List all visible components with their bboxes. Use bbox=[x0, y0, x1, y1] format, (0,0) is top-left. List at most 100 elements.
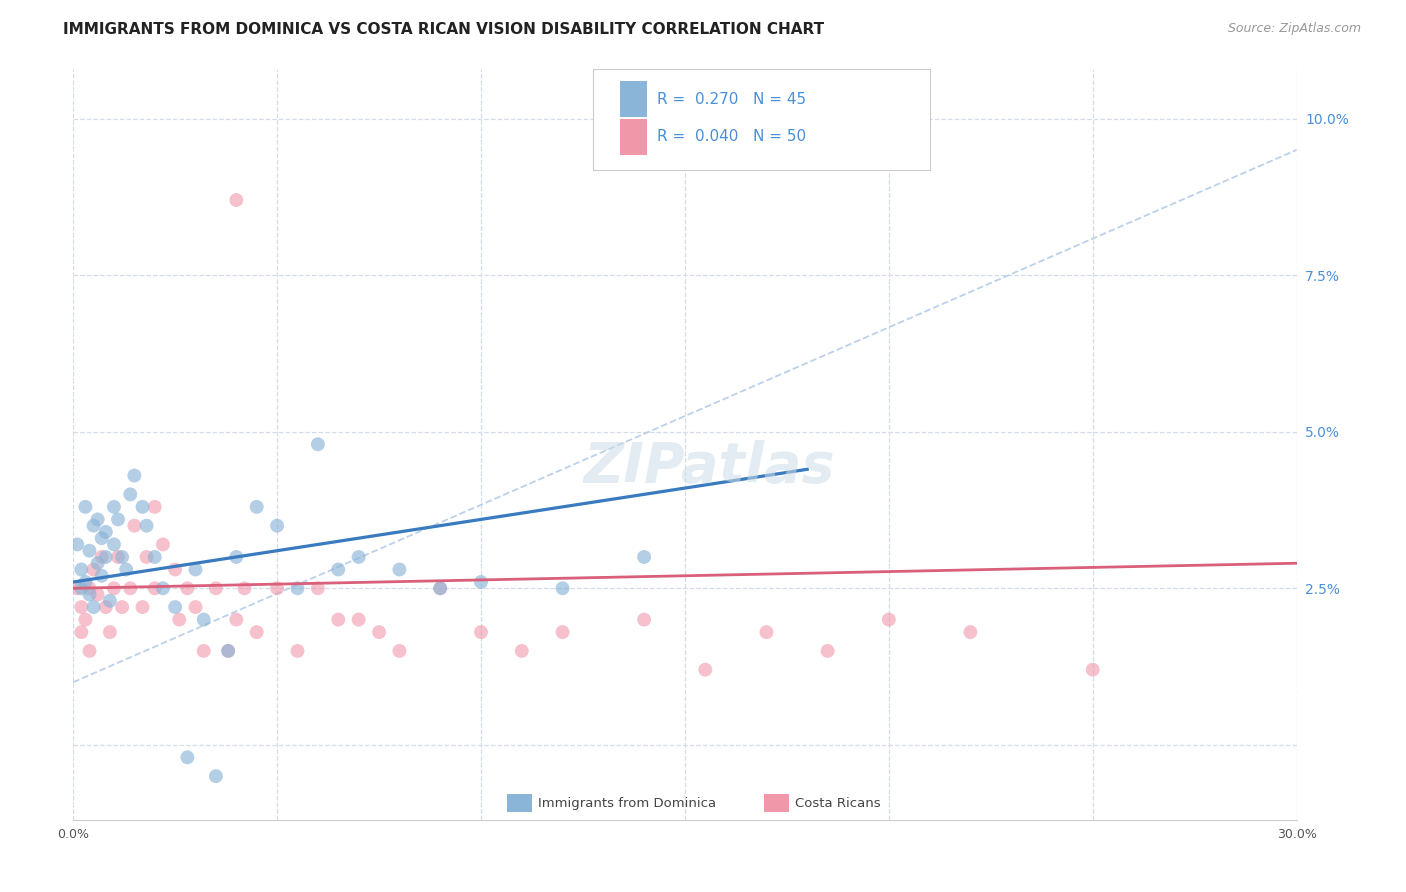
Text: Costa Ricans: Costa Ricans bbox=[794, 797, 880, 810]
Point bbox=[70, 562, 93, 576]
FancyBboxPatch shape bbox=[508, 794, 531, 813]
Point bbox=[135, 549, 157, 564]
Point bbox=[124, 468, 146, 483]
Point bbox=[165, 600, 187, 615]
Text: IMMIGRANTS FROM DOMINICA VS COSTA RICAN VISION DISABILITY CORRELATION CHART: IMMIGRANTS FROM DOMINICA VS COSTA RICAN … bbox=[63, 22, 824, 37]
Point bbox=[470, 625, 492, 640]
Point bbox=[429, 582, 451, 596]
Text: R =  0.270   N = 45: R = 0.270 N = 45 bbox=[657, 92, 806, 107]
Point bbox=[79, 588, 101, 602]
Point bbox=[152, 537, 174, 551]
Point bbox=[429, 582, 451, 596]
Point bbox=[695, 663, 717, 677]
Point bbox=[470, 574, 492, 589]
Point bbox=[959, 625, 981, 640]
Point bbox=[176, 750, 198, 764]
Point bbox=[107, 549, 129, 564]
Point bbox=[90, 531, 112, 545]
Point bbox=[246, 500, 269, 514]
Point bbox=[205, 582, 228, 596]
Point bbox=[98, 625, 121, 640]
Point bbox=[120, 487, 142, 501]
Point bbox=[143, 582, 166, 596]
Point bbox=[90, 568, 112, 582]
Point bbox=[328, 562, 350, 576]
Point bbox=[266, 518, 288, 533]
Point bbox=[633, 613, 655, 627]
Point bbox=[94, 600, 117, 615]
Point bbox=[233, 582, 256, 596]
FancyBboxPatch shape bbox=[765, 794, 789, 813]
Point bbox=[70, 582, 93, 596]
Point bbox=[510, 644, 533, 658]
Point bbox=[287, 644, 309, 658]
Point bbox=[193, 613, 215, 627]
Text: Immigrants from Dominica: Immigrants from Dominica bbox=[538, 797, 716, 810]
FancyBboxPatch shape bbox=[620, 119, 647, 155]
Point bbox=[94, 524, 117, 539]
Point bbox=[307, 437, 329, 451]
Point bbox=[328, 613, 350, 627]
Text: Source: ZipAtlas.com: Source: ZipAtlas.com bbox=[1227, 22, 1361, 36]
FancyBboxPatch shape bbox=[620, 81, 647, 118]
Text: R =  0.040   N = 50: R = 0.040 N = 50 bbox=[657, 129, 806, 145]
Point bbox=[111, 549, 134, 564]
Point bbox=[225, 613, 247, 627]
Point bbox=[90, 549, 112, 564]
Point bbox=[551, 625, 574, 640]
Point bbox=[79, 644, 101, 658]
Point bbox=[307, 582, 329, 596]
Point bbox=[143, 500, 166, 514]
Point bbox=[86, 512, 108, 526]
Point bbox=[66, 537, 89, 551]
Point bbox=[115, 562, 138, 576]
Point bbox=[551, 582, 574, 596]
Point bbox=[86, 588, 108, 602]
Point bbox=[98, 594, 121, 608]
Point bbox=[83, 518, 105, 533]
Point bbox=[86, 556, 108, 570]
Point bbox=[184, 600, 207, 615]
Point bbox=[152, 582, 174, 596]
Point bbox=[817, 644, 839, 658]
Point bbox=[225, 549, 247, 564]
Point bbox=[135, 518, 157, 533]
Point bbox=[266, 582, 288, 596]
Point bbox=[193, 644, 215, 658]
Point bbox=[388, 562, 411, 576]
Point bbox=[225, 193, 247, 207]
Point bbox=[107, 512, 129, 526]
Point bbox=[70, 600, 93, 615]
Point bbox=[633, 549, 655, 564]
Point bbox=[755, 625, 778, 640]
Point bbox=[287, 582, 309, 596]
Point bbox=[368, 625, 391, 640]
Point bbox=[165, 562, 187, 576]
Point bbox=[217, 644, 239, 658]
Point bbox=[79, 543, 101, 558]
Point bbox=[131, 600, 153, 615]
Point bbox=[184, 562, 207, 576]
Point bbox=[94, 549, 117, 564]
Point bbox=[124, 518, 146, 533]
Point bbox=[103, 582, 125, 596]
Point bbox=[388, 644, 411, 658]
Point bbox=[167, 613, 190, 627]
Point bbox=[131, 500, 153, 514]
Point bbox=[75, 574, 97, 589]
Point bbox=[83, 562, 105, 576]
Point bbox=[83, 600, 105, 615]
Point bbox=[75, 613, 97, 627]
Point bbox=[176, 582, 198, 596]
Point bbox=[143, 549, 166, 564]
Point bbox=[246, 625, 269, 640]
Point bbox=[79, 582, 101, 596]
Point bbox=[103, 537, 125, 551]
Point bbox=[75, 500, 97, 514]
Point bbox=[111, 600, 134, 615]
Point bbox=[877, 613, 900, 627]
Text: ZIPatlas: ZIPatlas bbox=[583, 440, 835, 494]
FancyBboxPatch shape bbox=[593, 69, 929, 170]
Point bbox=[103, 500, 125, 514]
Point bbox=[66, 582, 89, 596]
